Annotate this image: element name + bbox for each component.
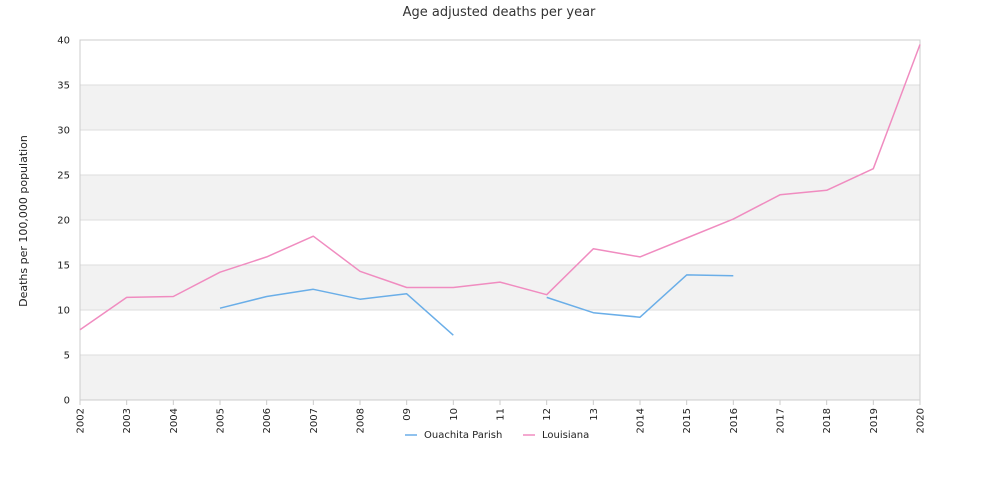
grid-bands	[80, 40, 920, 400]
grid-band	[80, 85, 920, 130]
x-tick-label: 2007	[309, 408, 320, 433]
x-tick-label: 10	[449, 408, 460, 421]
series-line-ouachita-parish	[546, 274, 734, 318]
y-axis-label: Deaths per 100,000 population	[17, 135, 30, 307]
x-tick-label: 2006	[262, 408, 273, 433]
grid-band	[80, 355, 920, 400]
legend-label: Ouachita Parish	[424, 430, 502, 441]
grid-band	[80, 220, 920, 265]
y-tick-label: 5	[64, 351, 70, 362]
y-tick-label: 0	[64, 396, 70, 407]
y-tick-label: 35	[57, 81, 70, 92]
x-tick-label: 2008	[356, 408, 367, 433]
x-tick-label: 2005	[216, 408, 227, 433]
legend: Ouachita Parish Louisiana	[405, 430, 589, 441]
x-tick-label: 2003	[122, 408, 133, 433]
x-tick-label: 09	[402, 408, 413, 421]
grid-band	[80, 175, 920, 220]
x-tick-label: 2020	[916, 408, 927, 433]
chart-title: Age adjusted deaths per year	[403, 5, 596, 20]
x-tick-label: 11	[496, 408, 507, 421]
legend-label: Louisiana	[542, 430, 589, 441]
grid-band	[80, 40, 920, 85]
x-tick-label: 2014	[636, 408, 647, 433]
grid-band	[80, 130, 920, 175]
x-tick-label: 2018	[822, 408, 833, 433]
grid-band	[80, 265, 920, 310]
x-tick-label: 2002	[76, 408, 87, 433]
x-tick-label: 2015	[682, 408, 693, 433]
y-tick-label: 25	[57, 171, 70, 182]
x-tick-label: 12	[542, 408, 553, 421]
x-tick-label: 2017	[776, 408, 787, 433]
x-axis-ticks: 2002 2003 2004 2005 2006 2007 2008 09 10 11 12 13 20…	[76, 400, 927, 433]
x-tick-label: 2019	[869, 408, 880, 433]
y-tick-label: 20	[57, 216, 70, 227]
y-tick-label: 40	[57, 36, 70, 47]
x-tick-label: 2004	[169, 408, 180, 433]
x-tick-label: 13	[589, 408, 600, 421]
y-tick-label: 30	[57, 126, 70, 137]
y-axis-ticks: 0 5 10 15 20 25 30 35 40	[57, 36, 70, 407]
series-lines	[79, 44, 921, 336]
x-tick-label: 2016	[729, 408, 740, 433]
y-tick-label: 10	[57, 306, 70, 317]
series-line-ouachita-parish	[219, 288, 454, 336]
grid-band	[80, 310, 920, 355]
y-tick-label: 15	[57, 261, 70, 272]
series-line-louisiana	[79, 44, 921, 331]
